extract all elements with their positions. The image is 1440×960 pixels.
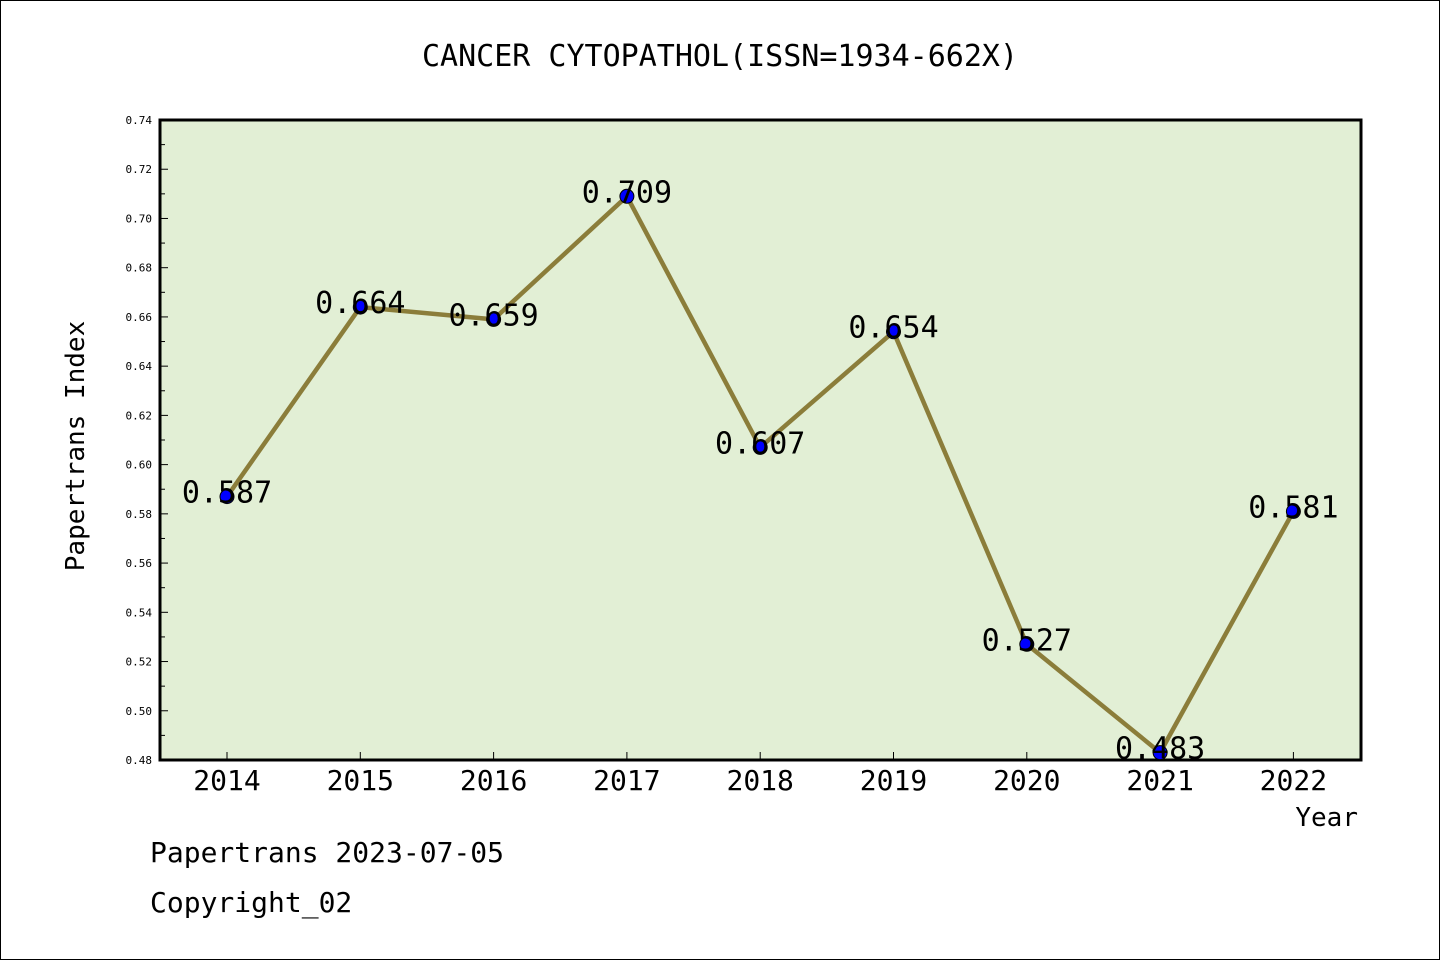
x-tick-label: 2014	[193, 764, 260, 797]
y-tick-label: 0.60	[126, 459, 153, 472]
x-tick-label: 2020	[993, 764, 1060, 797]
y-tick-label: 0.54	[126, 606, 153, 619]
data-label-2022: 0.581	[1248, 490, 1338, 525]
x-tick-label: 2018	[726, 764, 793, 797]
data-label-2018: 0.607	[715, 426, 805, 461]
data-point-2020	[1019, 636, 1035, 652]
x-tick-label: 2016	[460, 764, 527, 797]
data-label-2019: 0.654	[848, 311, 938, 346]
x-tick-label: 2022	[1260, 764, 1327, 797]
data-point-2019	[886, 324, 901, 340]
data-label-2015: 0.664	[315, 286, 405, 321]
data-point-2021	[1152, 745, 1168, 761]
data-point-2017	[619, 188, 635, 204]
data-point-2018	[752, 439, 768, 455]
series-line-group	[219, 188, 1301, 761]
y-tick-label: 0.52	[126, 656, 153, 669]
x-tick-label: 2019	[860, 764, 927, 797]
data-point-2015	[352, 299, 368, 315]
y-tick-label: 0.74	[126, 114, 153, 127]
data-label-2016: 0.659	[448, 298, 538, 333]
y-tick-label: 0.64	[126, 360, 153, 373]
y-tick-label: 0.72	[126, 163, 153, 176]
footer-copyright: Copyright_02	[150, 886, 353, 919]
y-tick-label: 0.48	[126, 754, 153, 767]
x-tick-label: 2015	[327, 764, 394, 797]
y-tick-label: 0.50	[126, 705, 153, 718]
chart-title: CANCER CYTOPATHOL(ISSN=1934-662X)	[422, 39, 1018, 74]
y-tick-label: 0.70	[126, 212, 153, 225]
data-label-2017: 0.709	[582, 175, 672, 210]
data-label-2014: 0.587	[182, 476, 272, 511]
data-label-2021: 0.483	[1115, 732, 1205, 767]
y-tick-label: 0.66	[126, 311, 153, 324]
data-label-group: 0.587 0.664 0.659 0.709 0.607 0.654 0.527 0.483…	[182, 175, 1339, 766]
footer-date: Papertrans 2023-07-05	[150, 836, 505, 869]
x-axis-ticks: 2014 2015 2016 2017 2018 2019 2020 2021 2022	[193, 752, 1327, 797]
y-axis-ticks: 0.48 0.50 0.52 0.54 0.56 0.58 0.60 0.62 0.64 0.66…	[126, 114, 168, 767]
data-label-2020: 0.527	[982, 623, 1072, 658]
y-tick-label: 0.68	[126, 262, 153, 275]
y-axis-label: Papertrans Index	[61, 321, 91, 571]
x-axis-label: Year	[1295, 803, 1358, 833]
y-tick-label: 0.58	[126, 508, 153, 521]
x-tick-label: 2021	[1126, 764, 1193, 797]
y-tick-label: 0.56	[126, 557, 153, 570]
y-tick-label: 0.62	[126, 409, 153, 422]
data-point-2016	[486, 311, 502, 327]
data-point-2014	[219, 489, 235, 505]
x-tick-label: 2017	[593, 764, 660, 797]
data-point-2022	[1285, 503, 1301, 519]
